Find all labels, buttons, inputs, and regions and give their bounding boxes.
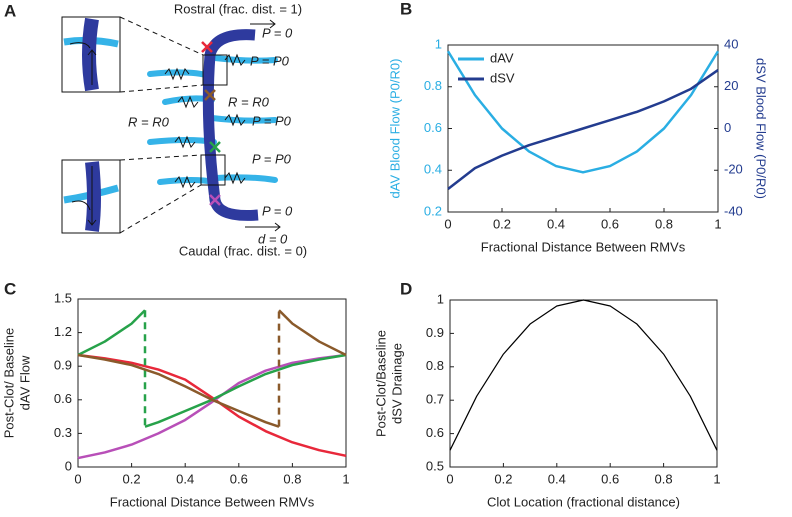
y-tick-label: 0.6 [54, 391, 72, 406]
x-tick-label: 0.4 [548, 471, 566, 486]
y2-tick-label: -40 [724, 203, 743, 218]
series-line [77, 353, 280, 428]
panel-label: D [400, 279, 412, 298]
axes-frame [449, 299, 718, 468]
x-tick-label: 0.8 [283, 471, 301, 486]
x-tick-label: 0.2 [123, 471, 141, 486]
y-tick-label: 0.8 [426, 358, 444, 373]
legend-label: dAV [490, 50, 514, 65]
axes-frame [77, 298, 347, 468]
x-tick-label: 0 [74, 471, 81, 486]
y2-tick-label: -20 [724, 162, 743, 177]
y-axis-label: dAV Flow [17, 355, 32, 410]
y-tick-label: 0.3 [54, 425, 72, 440]
y-tick-label: 0.4 [424, 162, 442, 177]
x-tick-label: 1 [713, 471, 720, 486]
x-axis-label: Fractional Distance Between RMVs [110, 494, 315, 509]
series-line [77, 353, 347, 460]
y-tick-label: 1 [435, 36, 442, 51]
y-tick-label: 1.5 [54, 290, 72, 305]
x-tick-label: 0.2 [493, 216, 511, 231]
y-tick-label: 0.8 [424, 78, 442, 93]
y-tick-label: 0.9 [54, 358, 72, 373]
y2-tick-label: 0 [724, 120, 731, 135]
y2-tick-label: 20 [724, 78, 738, 93]
y-tick-label: 0.7 [426, 392, 444, 407]
x-tick-label: 0.6 [601, 216, 619, 231]
panel-label: A [4, 1, 16, 20]
diagram-label: Caudal (frac. dist. = 0) [179, 243, 307, 258]
x-tick-label: 0.8 [655, 216, 673, 231]
series-line [144, 353, 347, 428]
x-tick-label: 0 [446, 471, 453, 486]
diagram-label: P = P0 [252, 151, 292, 166]
x-axis-label: Fractional Distance Between RMVs [481, 239, 686, 254]
y-tick-label: 0.9 [426, 325, 444, 340]
diagram-label: R = R0 [128, 114, 170, 129]
y-tick-label: 1 [437, 291, 444, 306]
x-tick-label: 0.2 [494, 471, 512, 486]
y-axis-label: dAV Blood Flow (P0/R0) [387, 59, 402, 199]
y2-axis-label: dSV Blood Flow (P0/R0) [754, 58, 769, 199]
x-tick-label: 0 [444, 216, 451, 231]
diagram-label: R = R0 [228, 94, 270, 109]
series-line [77, 309, 146, 357]
series-line [278, 309, 347, 357]
y-tick-label: 0.6 [426, 425, 444, 440]
diagram-label: d = 0 [258, 231, 288, 246]
panel-label: B [400, 0, 412, 18]
panel-a-diagram: A [4, 1, 281, 234]
y-tick-label: 0 [65, 458, 72, 473]
y-axis-label: Post-Clot/Baseline [373, 330, 388, 437]
x-tick-label: 0.8 [655, 471, 673, 486]
x-tick-label: 0.4 [547, 216, 565, 231]
diagram-label: P = P0 [252, 113, 292, 128]
panel-a-labels: Rostral (frac. dist. = 1) P = 0 P = P0 R = … [128, 1, 307, 258]
diagram-label: P = 0 [262, 203, 293, 218]
series-line [446, 50, 720, 174]
y-tick-label: 0.2 [424, 203, 442, 218]
y-tick-label: 0.5 [426, 458, 444, 473]
x-axis-label: Clot Location (fractional distance) [487, 494, 680, 509]
series-line [447, 69, 719, 191]
x-tick-label: 0.6 [601, 471, 619, 486]
x-tick-label: 0.6 [230, 471, 248, 486]
x-tick-label: 1 [342, 471, 349, 486]
panel-label: C [4, 279, 16, 298]
y-tick-label: 1.2 [54, 324, 72, 339]
y-tick-label: 0.6 [424, 120, 442, 135]
x-tick-label: 0.4 [176, 471, 194, 486]
legend-label: dSV [490, 70, 515, 85]
series-line [449, 299, 718, 451]
diagram-label: P = P0 [250, 53, 290, 68]
y2-tick-label: 40 [724, 36, 738, 51]
x-tick-label: 1 [714, 216, 721, 231]
diagram-label: P = 0 [262, 25, 293, 40]
diagram-label: Rostral (frac. dist. = 1) [174, 1, 302, 16]
series-line [77, 353, 347, 458]
y-axis-label: Post-Clot/ Baseline [1, 328, 16, 439]
y-axis-label: dSV Drainage [389, 343, 404, 424]
